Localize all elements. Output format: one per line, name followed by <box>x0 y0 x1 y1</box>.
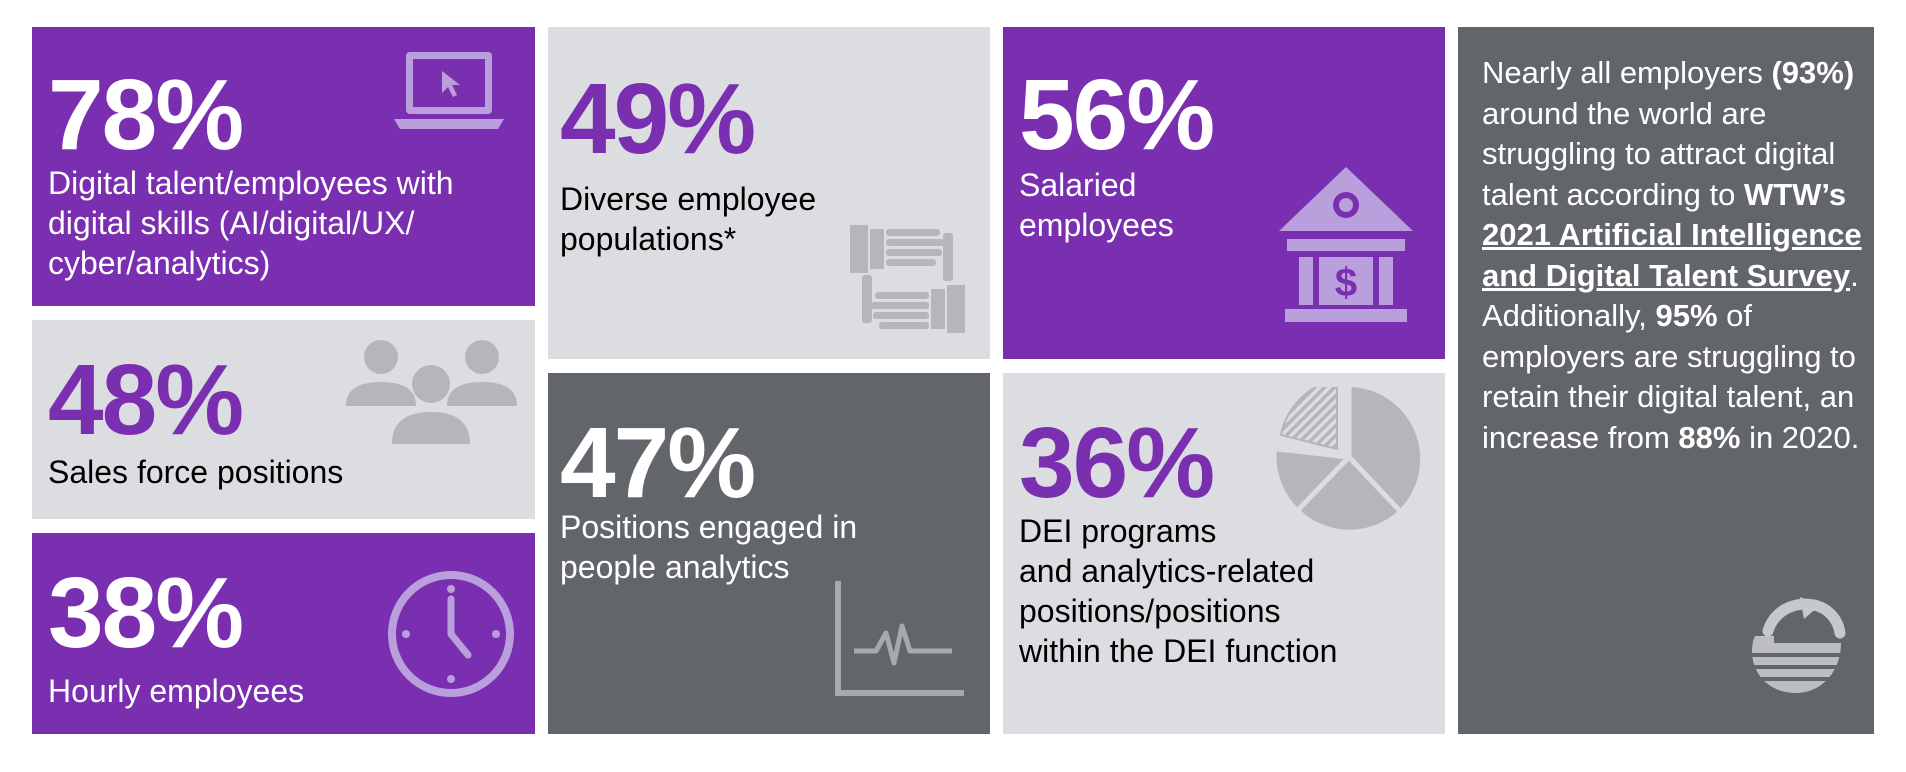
stat-value: 56% <box>1019 59 1215 171</box>
stat-value: 49% <box>560 63 756 175</box>
people-group-icon <box>346 340 517 444</box>
stat-value: 78% <box>48 59 244 171</box>
clock-icon <box>388 571 514 697</box>
stat-tile-hourly: 38% Hourly employees <box>32 533 535 734</box>
stat-value: 48% <box>48 344 244 456</box>
stat-tile-dei-programs: 36% DEI programs and analytics-related p… <box>1003 373 1445 734</box>
stat-value: 36% <box>1019 407 1215 519</box>
stat-tile-people-analytics: 47% Positions engaged in people analytic… <box>548 373 990 734</box>
survey-link[interactable]: 2021 Artificial Intelligence and Digital… <box>1482 217 1862 293</box>
stat-tile-diverse-populations: 49% Diverse employee populations* <box>548 27 990 359</box>
wtw-globe-logo-icon <box>1748 597 1846 693</box>
line-chart-icon <box>835 581 964 696</box>
stat-label: DEI programs and analytics-related posit… <box>1019 513 1338 669</box>
stat-label: Hourly employees <box>48 673 305 709</box>
stat-tile-salaried: 56% Salaried employees $ <box>1003 27 1445 359</box>
stat-value: 47% <box>560 407 756 519</box>
svg-text:$: $ <box>1335 261 1357 305</box>
stat-label: Salaried employees <box>1019 167 1174 243</box>
stat-label: Diverse employee populations* <box>560 181 817 257</box>
stat-label: Positions engaged in people analytics <box>560 509 858 585</box>
stat-tile-digital-talent: 78% Digital talent/employees with digita… <box>32 27 535 306</box>
joined-hands-icon <box>850 225 965 333</box>
stat-label: Sales force positions <box>48 454 344 490</box>
summary-text: Nearly all employers (93%) around the wo… <box>1482 55 1862 455</box>
stat-tile-sales-force: 48% Sales force positions <box>32 320 535 519</box>
stat-value: 38% <box>48 557 244 669</box>
summary-panel: Nearly all employers (93%) around the wo… <box>1458 27 1874 734</box>
stat-label: Digital talent/employees with digital sk… <box>48 165 454 281</box>
pie-chart-icon <box>1276 387 1421 530</box>
laptop-icon <box>394 52 504 129</box>
bank-icon: $ <box>1279 167 1413 322</box>
